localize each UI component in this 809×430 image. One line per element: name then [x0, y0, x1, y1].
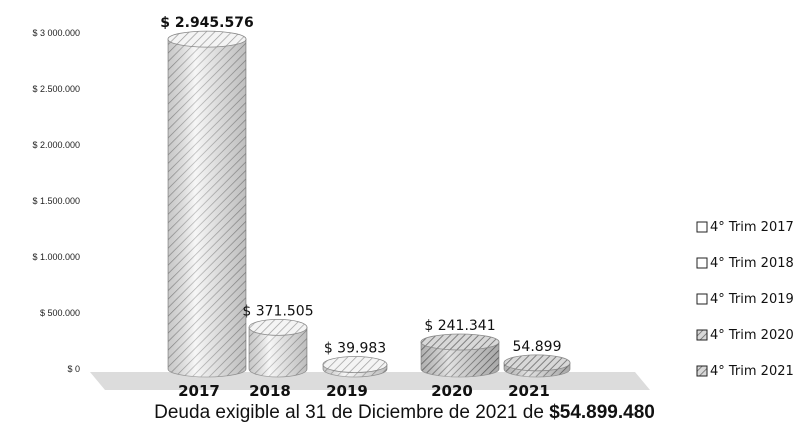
data-label: $ 2.945.576: [160, 15, 253, 31]
category-label: 2017: [178, 382, 220, 400]
legend-entry: 4° Trim 2019: [696, 292, 794, 307]
data-label: $ 39.983: [324, 341, 386, 357]
category-labels: 2017 2018 2019 2020 2021: [178, 382, 550, 400]
y-tick-label: $ 2.500.000: [32, 84, 80, 94]
y-tick-label: $ 0: [67, 364, 80, 374]
bar-2019: [322, 356, 388, 378]
bar-top: [503, 354, 571, 372]
bar-2018: [248, 318, 308, 378]
legend-swatch: [696, 257, 708, 269]
legend-label: 4° Trim 2021: [710, 364, 794, 379]
bar-2017: [167, 30, 247, 378]
legend-entry: 4° Trim 2018: [696, 256, 794, 271]
legend-label: 4° Trim 2020: [710, 328, 794, 343]
bar-shade: [249, 327, 307, 377]
legend-entry: 4° Trim 2020: [696, 328, 794, 343]
data-label: $ 371.505: [242, 303, 313, 319]
footer-text: Deuda exigible al 31 de Diciembre de 202…: [154, 402, 550, 423]
bar-top: [248, 318, 308, 336]
legend: 4° Trim 2017 4° Trim 2018 4° Trim 2019 4° T…: [696, 220, 794, 379]
category-label: 2021: [508, 382, 550, 400]
bar-2021: [503, 354, 571, 378]
data-labels: $ 2.945.576 $ 371.505 $ 39.983 $ 241.341 54.…: [160, 15, 561, 356]
bar-top: [322, 356, 388, 373]
y-tick-label: $ 1.500.000: [32, 196, 80, 206]
y-tick-label: $ 1.000.000: [32, 252, 80, 262]
category-label: 2018: [249, 382, 291, 400]
legend-entry: 4° Trim 2017: [696, 220, 794, 235]
legend-swatch: [696, 365, 708, 377]
bars: [167, 30, 571, 378]
bar-shade: [168, 39, 246, 377]
y-tick-label: $ 2.000.000: [32, 140, 80, 150]
legend-swatch: [696, 329, 708, 341]
legend-entry: 4° Trim 2021: [696, 364, 794, 379]
legend-label: 4° Trim 2017: [710, 220, 794, 235]
legend-label: 4° Trim 2018: [710, 256, 794, 271]
y-tick-label: $ 500.000: [40, 308, 80, 318]
bar-top: [420, 333, 500, 351]
category-label: 2020: [431, 382, 473, 400]
legend-label: 4° Trim 2019: [710, 292, 794, 307]
y-axis-ticks: $ 0 $ 500.000 $ 1.000.000 $ 1.500.000 $ 2.00…: [32, 28, 80, 374]
y-tick-label: $ 3 000.000: [32, 28, 80, 38]
bar-2020: [420, 333, 500, 378]
footer-caption: Deuda exigible al 31 de Diciembre de 202…: [0, 402, 809, 424]
chart-floor: [90, 372, 650, 390]
bar-shade: [421, 341, 499, 377]
data-label: 54.899: [513, 339, 562, 355]
legend-swatch: [696, 293, 708, 305]
category-label: 2019: [326, 382, 368, 400]
bar-top: [167, 30, 247, 48]
data-label: $ 241.341: [424, 318, 495, 334]
legend-swatch: [696, 221, 708, 233]
footer-amount: $54.899.480: [549, 402, 655, 423]
